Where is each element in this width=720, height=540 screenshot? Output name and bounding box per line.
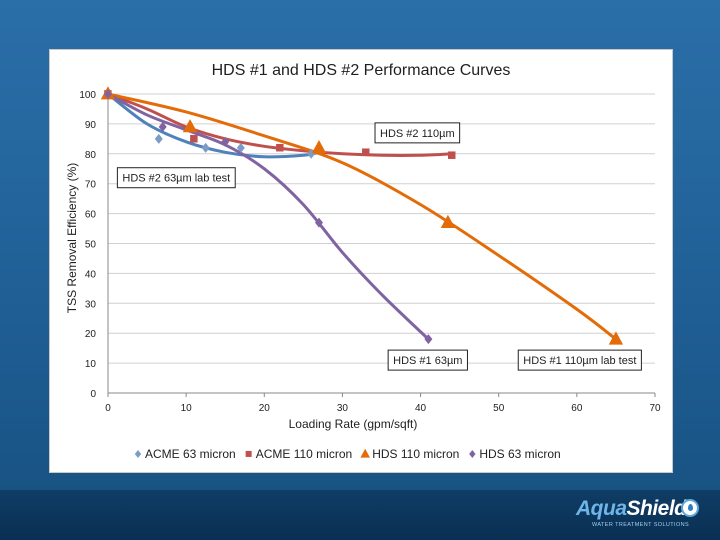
bottom-band (0, 490, 720, 540)
x-tick-label: 50 (493, 403, 505, 414)
logo-wordmark: AquaShield (576, 497, 687, 521)
y-tick-label: 80 (85, 150, 97, 161)
point-acme-110-micron (447, 151, 456, 159)
legend-label: HDS 63 micron (479, 447, 560, 461)
point-acme-63-micron (154, 133, 163, 144)
x-axis-label: Loading Rate (gpm/sqft) (289, 417, 418, 431)
x-tick-label: 0 (105, 403, 111, 414)
point-hds-63-micron (158, 121, 167, 132)
point-acme-110-micron (276, 143, 284, 152)
x-tick-label: 60 (571, 403, 583, 414)
point-hds-110-micron (608, 331, 624, 345)
y-tick-label: 20 (85, 329, 97, 340)
annotation-label: HDS #1 110µm lab test (523, 355, 636, 367)
legend-label: ACME 63 micron (145, 447, 236, 461)
curve-hds-1-110-m-lab-test (106, 92, 618, 341)
annotation-box (387, 349, 468, 371)
point-acme-110-micron (190, 135, 198, 143)
legend-marker-hds-110-micron (360, 448, 370, 458)
annotation-box (116, 167, 236, 189)
point-acme-63-micron (236, 142, 245, 153)
legend-marker-acme-63-micron (134, 450, 142, 458)
curve-hds-2-63-m-lab-test (106, 92, 321, 159)
y-tick-label: 50 (85, 240, 97, 251)
y-tick-label: 0 (90, 389, 96, 400)
performance-chart: HDS #1 and HDS #2 Performance Curves 0 10… (65, 62, 661, 461)
point-hds-110-micron (182, 119, 198, 133)
logo-tagline: WATER TREATMENT SOLUTIONS (592, 522, 690, 528)
y-tick-label: 70 (85, 180, 97, 191)
point-acme-110-micron (362, 148, 370, 156)
annotation-label: HDS #2 63µm lab test (122, 173, 230, 185)
y-tick-label: 60 (85, 210, 97, 221)
logo-brand-aqua: Aqua (576, 497, 627, 520)
point-hds-110-micron (440, 214, 456, 228)
y-tick-label: 40 (85, 269, 97, 280)
legend-marker-hds-63-micron (469, 450, 476, 458)
legend-label: HDS 110 micron (372, 447, 459, 461)
y-tick-label: 30 (85, 299, 97, 310)
y-axis-label: TSS Removal Efficiency (%) (65, 163, 79, 314)
chart-panel: HDS #1 and HDS #2 Performance Curves 0 10… (49, 49, 673, 473)
curve-hds-2-110-m (106, 92, 454, 157)
point-hds-63-micron (104, 89, 112, 99)
legend-label: ACME 110 micron (256, 447, 352, 461)
y-tick-label: 90 (85, 120, 97, 131)
chart-title: HDS #1 and HDS #2 Performance Curves (212, 62, 511, 79)
annotation-label: HDS #1 63µm (393, 355, 462, 367)
annotation-box (374, 122, 461, 144)
point-hds-63-micron (221, 136, 230, 147)
point-hds-63-micron (424, 334, 433, 345)
annotation-label: HDS #2 110µm (380, 128, 455, 140)
water-drop-icon (681, 499, 699, 517)
x-tick-label: 10 (181, 403, 193, 414)
point-hds-110-micron (311, 140, 327, 154)
x-tick-label: 70 (649, 403, 661, 414)
point-acme-63-micron (201, 142, 210, 153)
legend-marker-acme-110-micron (245, 450, 252, 457)
logo-brand-shield: Shield (626, 497, 688, 520)
x-tick-label: 30 (337, 403, 349, 414)
y-tick-label: 10 (85, 359, 97, 370)
x-tick-label: 20 (259, 403, 271, 414)
y-tick-label: 100 (79, 90, 96, 101)
point-hds-63-micron (314, 217, 323, 228)
x-tick-label: 40 (415, 403, 427, 414)
aquashield-logo: AquaShield WATER TREATMENT SOLUTIONS (576, 497, 701, 533)
curve-hds-1-63-m (106, 92, 430, 341)
legend: ACME 63 micron ACME 110 micron HDS 110 mic… (134, 447, 561, 461)
annotation-box (517, 349, 642, 371)
